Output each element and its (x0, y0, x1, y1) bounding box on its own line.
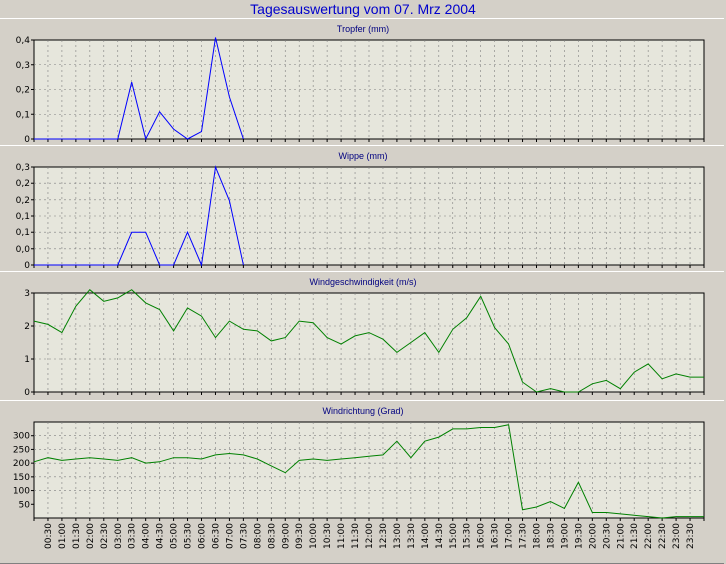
x-tick-label: 21:00 (616, 523, 626, 549)
x-tick-label: 16:00 (477, 523, 487, 549)
x-tick-label: 01:00 (58, 523, 68, 549)
x-tick-label: 06:00 (198, 523, 208, 549)
wippe-series-line (34, 165, 244, 267)
x-tick-label: 09:00 (281, 523, 291, 549)
wippe-ytick-label: 0,3 (16, 163, 30, 173)
x-tick-label: 22:00 (644, 523, 654, 549)
wippe-ytick-label: 0,2 (16, 179, 30, 189)
x-tick-label: 17:00 (505, 523, 515, 549)
x-tick-label: 20:30 (602, 523, 612, 549)
x-tick-label: 04:00 (142, 523, 152, 549)
x-tick-label: 18:00 (533, 523, 543, 549)
wippe-ytick-label: 0,2 (16, 196, 30, 206)
tropfer-ytick-label: 0 (24, 135, 30, 145)
tropfer-ytick-label: 0,3 (16, 61, 30, 71)
x-tick-label: 11:30 (351, 523, 361, 549)
x-tick-label: 08:00 (253, 523, 263, 549)
x-tick-label: 13:00 (393, 523, 403, 549)
x-tick-label: 19:30 (574, 523, 584, 549)
x-tick-label: 05:00 (170, 523, 180, 549)
x-tick-label: 12:30 (379, 523, 389, 549)
x-tick-label: 03:30 (128, 523, 138, 549)
x-tick-label: 03:00 (114, 523, 124, 549)
windgeschwindigkeit-title: Windgeschwindigkeit (m/s) (309, 277, 417, 287)
x-tick-label: 06:30 (211, 523, 221, 549)
windrichtung-ytick-label: 50 (19, 500, 31, 510)
x-tick-label: 02:30 (100, 523, 110, 549)
windrichtung-ytick-label: 100 (13, 487, 30, 497)
windrichtung-title: Windrichtung (Grad) (322, 406, 404, 416)
x-tick-label: 23:00 (672, 523, 682, 549)
windgeschwindigkeit-ytick-label: 2 (24, 322, 30, 332)
x-tick-label: 04:30 (156, 523, 166, 549)
tropfer-ytick-label: 0,4 (16, 36, 31, 46)
x-tick-label: 08:30 (267, 523, 277, 549)
x-tick-label: 17:30 (519, 523, 529, 549)
windgeschwindigkeit-ytick-label: 3 (24, 289, 30, 299)
tropfer-ytick-label: 0,2 (16, 86, 30, 96)
wippe-ytick-label: 0,1 (16, 228, 30, 238)
windrichtung-series-line (33, 424, 704, 519)
windrichtung-ytick-label: 200 (13, 459, 30, 469)
x-tick-label: 11:00 (337, 523, 347, 549)
windgeschwindigkeit-series-line (33, 288, 704, 393)
wippe-ytick-label: 0,0 (16, 245, 31, 255)
windrichtung-ytick-label: 150 (13, 473, 30, 483)
x-tick-label: 15:00 (449, 523, 459, 549)
x-tick-label: 21:30 (630, 523, 640, 549)
x-tick-label: 07:30 (239, 523, 249, 549)
x-tick-label: 09:30 (295, 523, 305, 549)
x-tick-label: 07:00 (225, 523, 235, 549)
x-tick-label: 23:30 (686, 523, 696, 549)
windgeschwindigkeit-plot-area (33, 292, 705, 393)
x-tick-label: 20:00 (588, 523, 598, 549)
x-tick-label: 01:30 (72, 523, 82, 549)
x-tick-label: 10:30 (323, 523, 333, 549)
x-tick-label: 13:30 (407, 523, 417, 549)
windgeschwindigkeit-ytick-label: 1 (24, 355, 30, 365)
x-tick-label: 10:00 (309, 523, 319, 549)
wippe-title: Wippe (mm) (338, 151, 388, 161)
x-tick-label: 05:30 (184, 523, 194, 549)
x-tick-label: 16:30 (491, 523, 501, 549)
tropfer-title: Tropfer (mm) (336, 24, 390, 34)
wippe-ytick-label: 0 (24, 261, 30, 271)
x-tick-label: 15:30 (463, 523, 473, 549)
x-tick-label: 14:00 (421, 523, 431, 549)
tropfer-ytick-label: 0,1 (16, 110, 30, 120)
x-tick-label: 22:30 (658, 523, 668, 549)
windgeschwindigkeit-ytick-label: 0 (24, 388, 30, 398)
x-tick-label: 12:00 (365, 523, 375, 549)
wippe-ytick-label: 0,1 (16, 212, 30, 222)
windrichtung-ytick-label: 300 (13, 432, 30, 442)
page-title: Tagesauswertung vom 07. Mrz 2004 (250, 1, 476, 17)
x-tick-label: 00:30 (44, 523, 54, 549)
x-tick-label: 14:30 (435, 523, 445, 549)
x-tick-label: 18:30 (546, 523, 556, 549)
x-tick-label: 02:00 (86, 523, 96, 549)
x-tick-label: 19:00 (560, 523, 570, 549)
windrichtung-ytick-label: 250 (13, 445, 30, 455)
tropfer-series-line (34, 37, 244, 141)
